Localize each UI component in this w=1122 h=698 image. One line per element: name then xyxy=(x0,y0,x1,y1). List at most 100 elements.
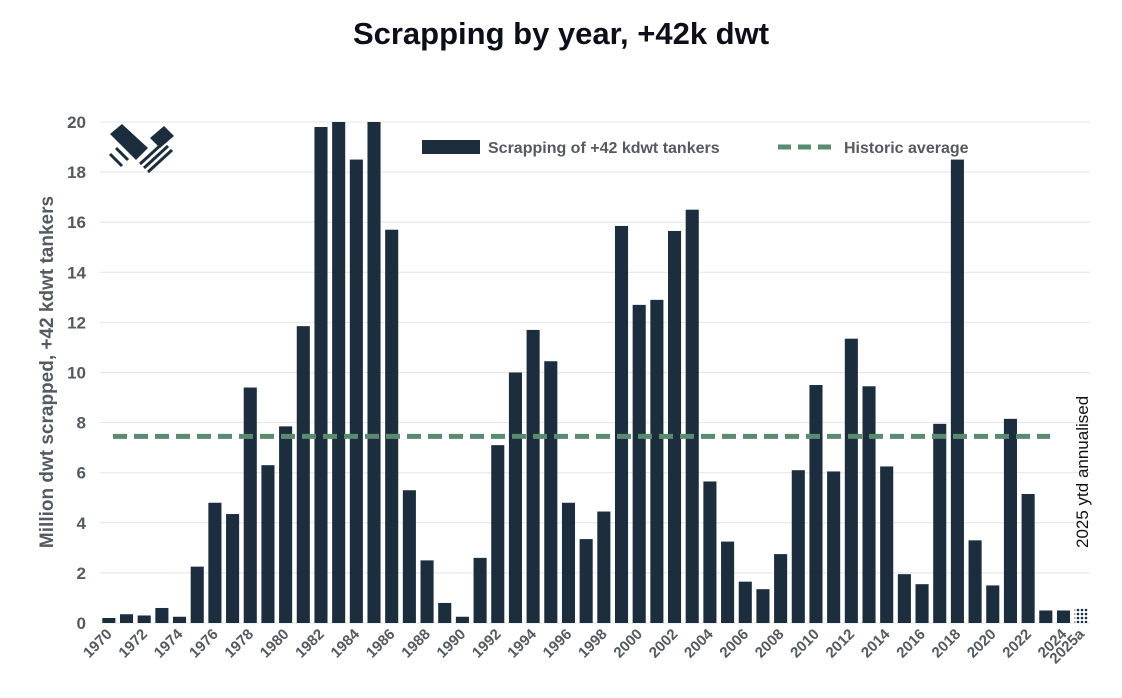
bar-2025a xyxy=(1074,607,1088,623)
bar-1970 xyxy=(102,617,116,623)
x-tick-label: 1986 xyxy=(363,626,399,662)
chart-title: Scrapping by year, +42k dwt xyxy=(352,16,770,51)
y-tick-label: 14 xyxy=(67,263,86,282)
bar-2000 xyxy=(632,304,646,623)
bar-2022 xyxy=(1021,493,1035,623)
bar-1996 xyxy=(561,502,576,623)
bar-1980 xyxy=(279,426,293,623)
y-tick-label: 8 xyxy=(77,414,86,433)
bar-2005 xyxy=(721,541,735,623)
bar-2014 xyxy=(880,466,894,623)
bar-1997 xyxy=(579,539,593,623)
bar-2013 xyxy=(862,386,876,623)
y-tick-label: 16 xyxy=(67,213,86,232)
bar-1987 xyxy=(402,490,416,623)
bar-1978 xyxy=(243,387,257,623)
bar-2008 xyxy=(774,554,788,623)
bar-2021 xyxy=(1003,418,1017,623)
bar-1989 xyxy=(438,602,452,623)
bar-2010 xyxy=(809,385,823,623)
bar-1976 xyxy=(208,502,222,623)
legend: Scrapping of +42 kdwt tankers Historic a… xyxy=(422,140,969,157)
bar-2007 xyxy=(756,589,770,623)
y-tick-label: 20 xyxy=(67,113,86,132)
bar-2001 xyxy=(650,299,664,623)
bar-1994 xyxy=(526,329,540,623)
bar-1971 xyxy=(119,614,134,623)
bar-1992 xyxy=(491,445,505,623)
bars xyxy=(102,122,1088,624)
x-tick-label: 1976 xyxy=(186,626,222,662)
bar-1988 xyxy=(420,560,434,623)
company-logo xyxy=(108,124,174,174)
bar-1995 xyxy=(544,361,558,623)
bar-1982 xyxy=(314,127,328,623)
x-tick-label: 2022 xyxy=(999,626,1035,662)
x-tick-label: 2018 xyxy=(929,626,965,662)
bar-2003 xyxy=(685,209,699,624)
legend-swatch-bars xyxy=(422,140,480,154)
bar-1975 xyxy=(190,566,204,623)
x-tick-label: 2008 xyxy=(752,626,788,662)
bar-1973 xyxy=(155,607,169,623)
bar-1984 xyxy=(349,159,363,623)
bar-2023 xyxy=(1039,610,1053,623)
bar-2012 xyxy=(844,338,858,623)
legend-label-average: Historic average xyxy=(844,140,969,157)
bar-1985 xyxy=(367,122,381,623)
bar-2024 xyxy=(1056,610,1071,623)
x-tick-label: 1996 xyxy=(540,626,576,662)
x-tick-label: 1994 xyxy=(504,625,540,661)
bar-1998 xyxy=(597,511,611,623)
x-tick-label: 1978 xyxy=(221,626,257,662)
bar-2019 xyxy=(968,540,982,623)
bar-1991 xyxy=(473,557,487,623)
bar-2002 xyxy=(668,230,682,623)
bar-1993 xyxy=(508,372,522,623)
bar-2009 xyxy=(791,470,805,623)
annotation-2025-ytd: 2025 ytd annualised xyxy=(1073,396,1092,548)
bar-2016 xyxy=(915,584,929,623)
y-tick-label: 0 xyxy=(77,614,86,633)
bar-2011 xyxy=(827,471,841,623)
x-tick-label: 1972 xyxy=(115,626,151,662)
x-tick-label: 2002 xyxy=(646,626,682,662)
bar-1972 xyxy=(137,615,151,623)
bar-2006 xyxy=(738,581,752,623)
x-tick-label: 2016 xyxy=(893,626,929,662)
bar-2020 xyxy=(986,585,1000,623)
y-tick-label: 2 xyxy=(77,564,86,583)
x-tick-label: 2020 xyxy=(964,626,1000,662)
x-tick-label: 1984 xyxy=(328,625,364,661)
x-tick-label: 2012 xyxy=(823,626,859,662)
x-tick-label: 1998 xyxy=(575,626,611,662)
x-tick-label: 1974 xyxy=(151,625,187,661)
x-tick-label: 2004 xyxy=(681,625,717,661)
y-tick-label: 6 xyxy=(77,464,86,483)
bar-1974 xyxy=(173,616,187,623)
legend-label-bars: Scrapping of +42 kdwt tankers xyxy=(488,140,720,157)
bar-1979 xyxy=(261,465,275,623)
bar-1981 xyxy=(296,326,310,623)
bar-2017 xyxy=(933,423,947,623)
y-axis-title: Million dwt scrapped, +42 kdwt tankers xyxy=(37,196,58,548)
bar-1990 xyxy=(455,616,469,623)
bar-1983 xyxy=(332,122,346,623)
x-tick-label: 2014 xyxy=(858,625,894,661)
x-tick-label: 2000 xyxy=(610,626,646,662)
x-tick-label: 2006 xyxy=(716,626,752,662)
bar-1999 xyxy=(614,225,629,623)
x-tick-label: 2010 xyxy=(787,626,823,662)
x-tick-label: 1988 xyxy=(398,626,434,662)
bar-2015 xyxy=(897,574,911,623)
x-tick-label: 1982 xyxy=(292,626,328,662)
x-tick-label: 1980 xyxy=(257,626,293,662)
bar-2004 xyxy=(703,481,717,623)
bar-2018 xyxy=(950,159,964,623)
x-tick-label: 1990 xyxy=(434,626,470,662)
y-tick-label: 10 xyxy=(67,364,86,383)
bar-1986 xyxy=(385,229,399,623)
y-tick-label: 4 xyxy=(77,514,87,533)
y-tick-label: 12 xyxy=(67,313,86,332)
